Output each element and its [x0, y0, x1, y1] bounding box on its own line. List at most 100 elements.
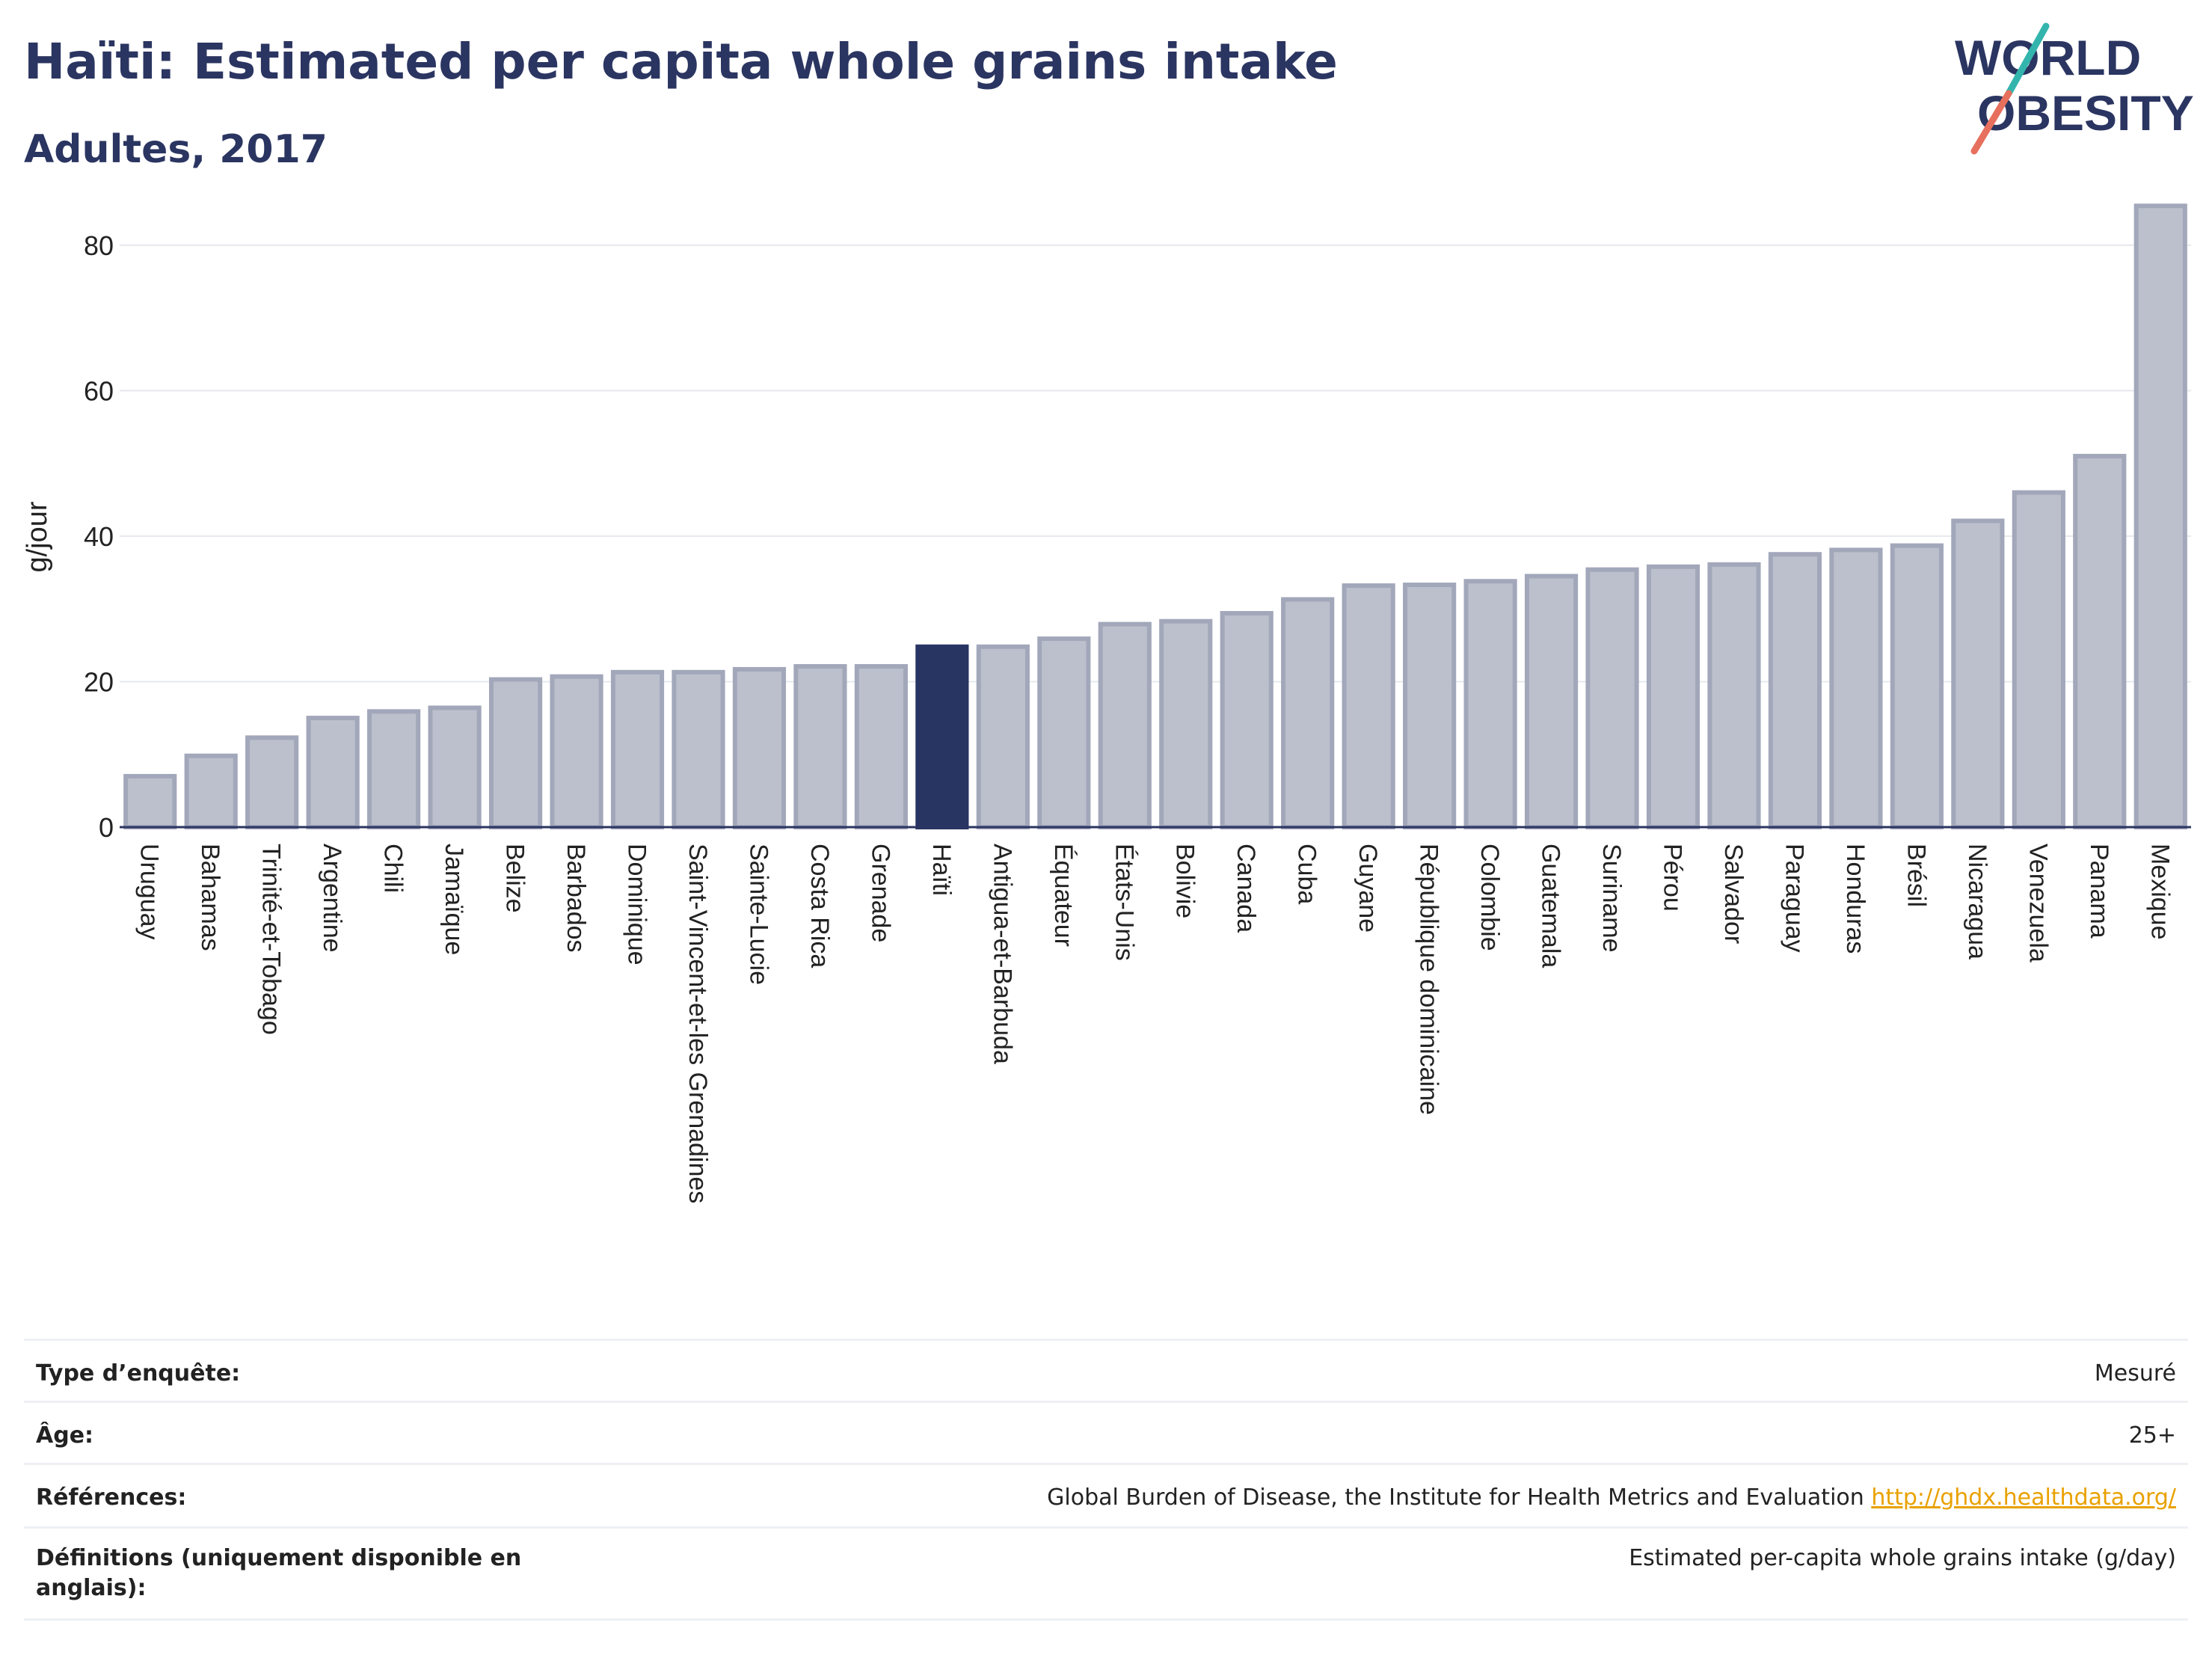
- bar-Argentine[interactable]: [306, 716, 360, 829]
- info-label: Type d’enquête:: [36, 1360, 241, 1387]
- bar-Barbados[interactable]: [550, 674, 603, 829]
- x-tick-label: Nicaragua: [1963, 844, 1991, 959]
- info-label: Références:: [36, 1484, 187, 1511]
- x-tick-label: Pérou: [1659, 844, 1687, 912]
- x-tick-label: Dominique: [623, 844, 651, 965]
- x-tick-label: Belize: [501, 844, 529, 913]
- bar-Paraguay[interactable]: [1768, 552, 1822, 830]
- bar-Nicaragua[interactable]: [1951, 518, 2005, 829]
- x-tick-label: Bolivie: [1171, 844, 1199, 918]
- bar-Équateur[interactable]: [1037, 636, 1091, 830]
- x-tick-label: Chili: [379, 844, 408, 893]
- x-tick-label: États-Unis: [1110, 844, 1138, 961]
- x-tick-label: Venezuela: [2024, 844, 2052, 962]
- info-row: Définitions (uniquement disponible en an…: [24, 1529, 2188, 1621]
- bar-Saint-Vincent-et-les Grenadines[interactable]: [672, 669, 725, 829]
- bar-Suriname[interactable]: [1585, 567, 1639, 829]
- bar-Guatemala[interactable]: [1524, 574, 1579, 830]
- bar-chart: 0 20 40 60 80 Uruguay Bahamas Trinité-et-Tobag…: [22, 203, 2191, 1203]
- info-row: Références: Global Burden of Disease, the…: [24, 1465, 2188, 1529]
- info-label: Définitions (uniquement disponible en an…: [36, 1545, 522, 1601]
- y-axis-label: g/jour: [22, 501, 53, 572]
- x-tick-label: Sainte-Lucie: [744, 844, 772, 985]
- bar-Antigua-et-Barbuda[interactable]: [976, 644, 1030, 829]
- y-tick-label: 80: [84, 230, 114, 261]
- logo-word-world: WORLD: [1955, 30, 2141, 85]
- x-tick-label: Grenade: [866, 844, 894, 942]
- x-tick-label: Guyane: [1354, 844, 1382, 933]
- info-table: Type d’enquête: Mesuré Âge: 25+ Références: G…: [24, 1339, 2188, 1621]
- x-tick-label: Bahamas: [196, 844, 224, 951]
- info-value: 25+: [2129, 1422, 2176, 1449]
- bar-Grenade[interactable]: [854, 664, 908, 830]
- bar-Belize[interactable]: [488, 677, 543, 830]
- bar-Salvador[interactable]: [1707, 562, 1761, 829]
- x-tick-label: Salvador: [1719, 844, 1748, 944]
- logo-slash-teal: [2005, 22, 2050, 97]
- x-tick-label: Guatemala: [1537, 844, 1565, 968]
- x-tick-label: Brésil: [1902, 844, 1930, 907]
- y-tick-label: 20: [84, 666, 114, 697]
- bar-Bolivie[interactable]: [1159, 618, 1213, 830]
- bar-Panama[interactable]: [2073, 453, 2127, 830]
- info-row: Âge: 25+: [24, 1403, 2188, 1465]
- bar-Haïti[interactable]: [915, 644, 969, 829]
- x-tick-label: Uruguay: [135, 844, 164, 940]
- bar-Canada[interactable]: [1220, 611, 1274, 829]
- x-tick-label: Costa Rica: [805, 844, 834, 968]
- x-tick-label: Cuba: [1293, 844, 1321, 904]
- world-obesity-logo[interactable]: WORLD OBESITY: [1944, 22, 2199, 157]
- info-label: Âge:: [36, 1422, 94, 1449]
- y-tick-label: 40: [84, 521, 114, 552]
- info-value-text: 25+: [2128, 1422, 2176, 1449]
- reference-link[interactable]: http://ghdx.healthdata.org/: [1871, 1484, 2176, 1511]
- bar-Guyane[interactable]: [1342, 583, 1395, 830]
- bar-Mexique[interactable]: [2133, 203, 2187, 830]
- x-tick-label: Équateur: [1049, 844, 1078, 947]
- x-tick-label: Panama: [2085, 844, 2113, 939]
- x-tick-label: Jamaïque: [440, 844, 468, 955]
- bar-Pérou[interactable]: [1646, 564, 1701, 829]
- bar-Trinité-et-Tobago[interactable]: [245, 735, 299, 830]
- info-value-text: Estimated per-capita whole grains intake…: [1629, 1545, 2176, 1571]
- x-tick-label: Trinité-et-Tobago: [257, 844, 286, 1035]
- x-tick-label: Saint-Vincent-et-les Grenadines: [683, 844, 712, 1203]
- y-tick-label: 60: [84, 375, 114, 406]
- info-value: Mesuré: [2095, 1360, 2176, 1387]
- x-tick-label: Honduras: [1841, 844, 1870, 954]
- x-tick-label: Haïti: [927, 844, 956, 896]
- info-value-text: Global Burden of Disease, the Institute …: [1047, 1484, 1872, 1511]
- bar-Chili[interactable]: [367, 709, 421, 829]
- x-tick-label: Paraguay: [1780, 844, 1808, 953]
- bar-République dominicaine[interactable]: [1403, 583, 1457, 830]
- y-tick-label: 0: [99, 812, 114, 843]
- bar-Jamaïque[interactable]: [428, 705, 482, 829]
- bar-Brésil[interactable]: [1890, 543, 1944, 830]
- x-tick-label: République dominicaine: [1415, 844, 1443, 1115]
- chart-subtitle: Adultes, 2017: [24, 127, 328, 172]
- x-tick-label: Antigua-et-Barbuda: [988, 844, 1016, 1064]
- bar-États-Unis[interactable]: [1098, 621, 1152, 829]
- bar-Dominique[interactable]: [610, 669, 665, 829]
- bar-Cuba[interactable]: [1281, 597, 1335, 829]
- info-value: Global Burden of Disease, the Institute …: [1047, 1484, 2176, 1511]
- x-tick-label: Suriname: [1597, 844, 1626, 953]
- info-value-text: Mesuré: [2094, 1360, 2176, 1387]
- bar-Bahamas[interactable]: [184, 753, 238, 829]
- logo-word-obesity: OBESITY: [1977, 85, 2194, 141]
- x-tick-label: Barbados: [562, 844, 590, 953]
- bar-Honduras[interactable]: [1829, 547, 1883, 830]
- x-tick-label: Argentine: [318, 844, 346, 953]
- x-tick-label: Colombie: [1475, 844, 1504, 951]
- info-value: Estimated per-capita whole grains intake…: [1629, 1545, 2176, 1571]
- y-tick-labels: 0 20 40 60 80: [84, 230, 114, 843]
- chart-title: Haïti: Estimated per capita whole grains…: [24, 33, 1338, 90]
- bars: [123, 203, 2187, 830]
- bar-Uruguay[interactable]: [123, 773, 177, 829]
- bar-Costa Rica[interactable]: [793, 664, 847, 830]
- logo-slash-coral: [1970, 90, 2012, 155]
- bar-Sainte-Lucie[interactable]: [732, 666, 787, 829]
- bar-Venezuela[interactable]: [2012, 490, 2065, 830]
- x-tick-label: Mexique: [2145, 844, 2174, 940]
- bar-Colombie[interactable]: [1463, 579, 1517, 830]
